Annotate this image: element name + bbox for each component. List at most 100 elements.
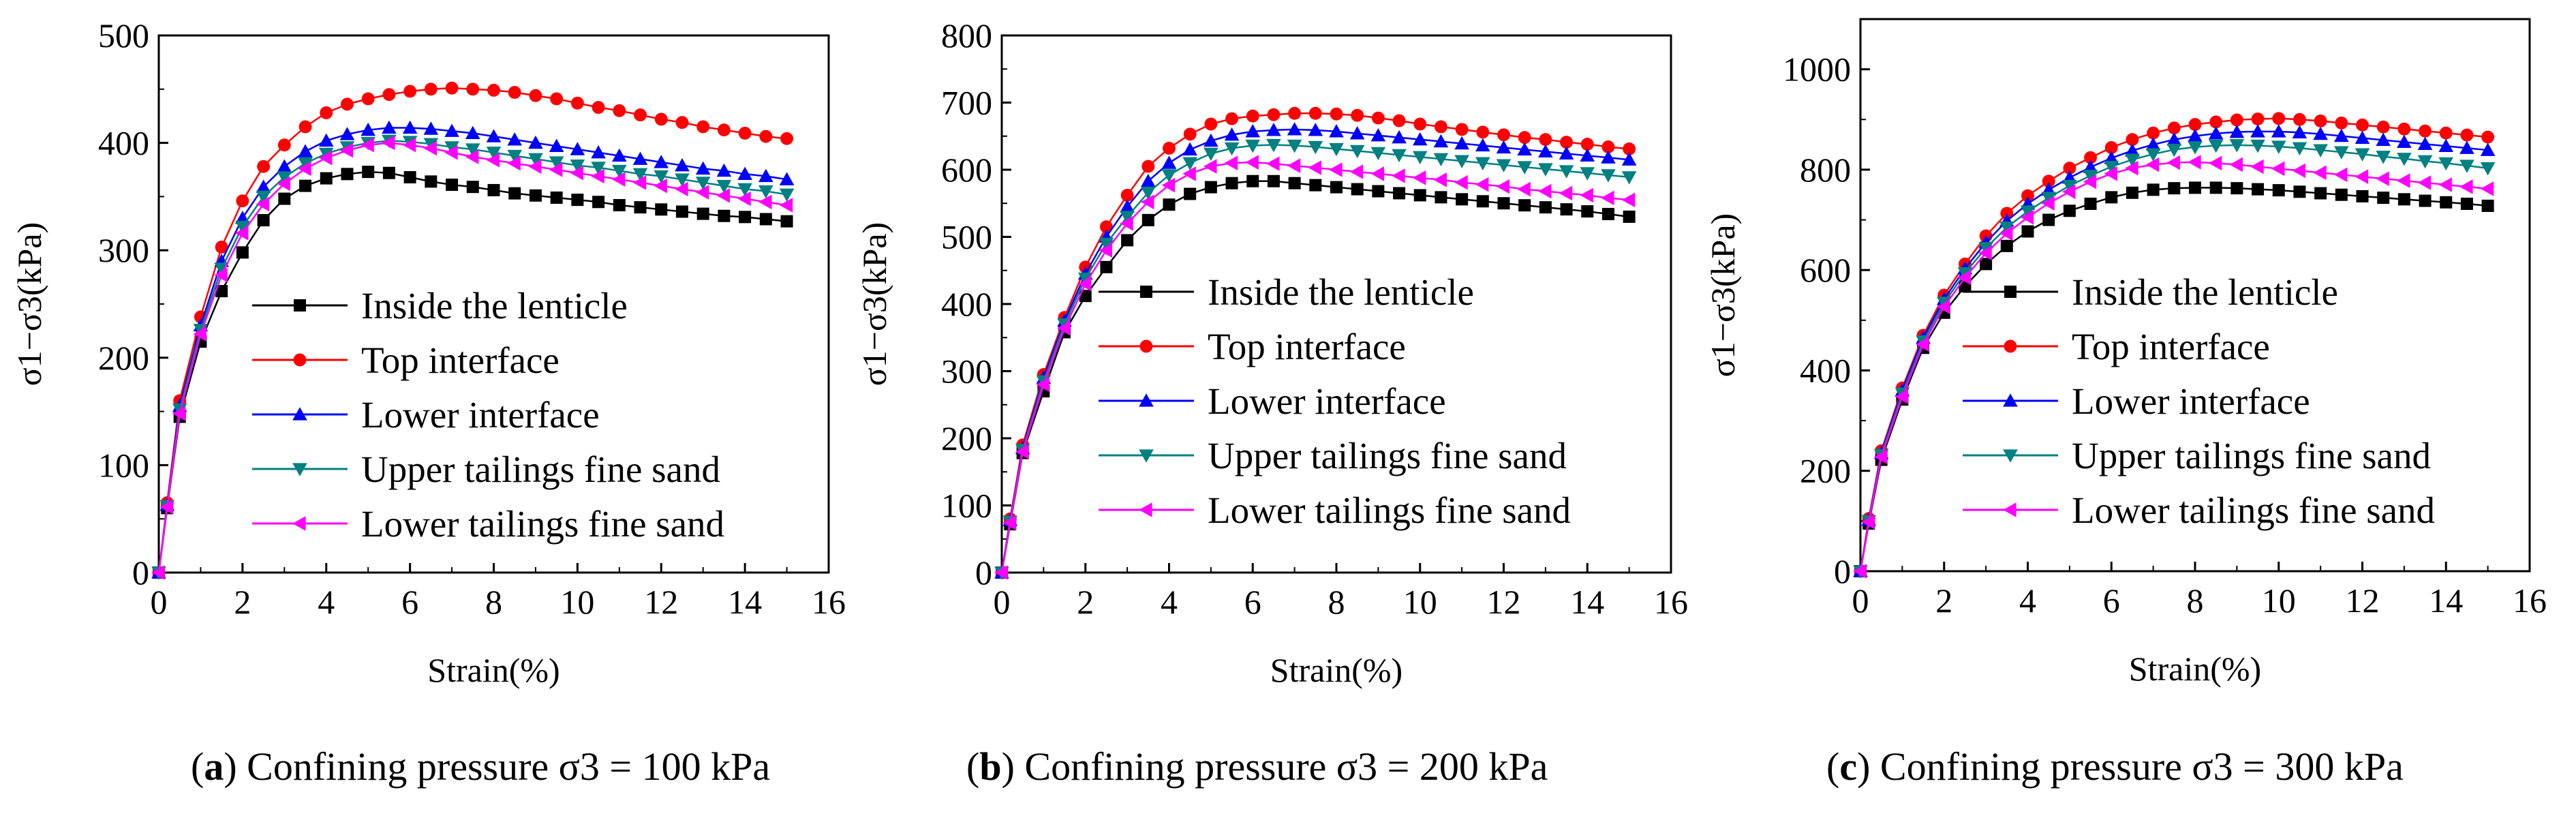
y-tick-label-c-5: 1000 — [1783, 50, 1851, 89]
data-point-a-1-26 — [675, 116, 689, 130]
data-point-c-3-24 — [2334, 146, 2349, 160]
data-point-a-1-12 — [382, 88, 396, 102]
data-point-c-2-29 — [2438, 138, 2454, 152]
legend-label-a-3: Upper tailings fine sand — [361, 449, 720, 490]
data-point-b-4-10 — [1182, 166, 1196, 181]
data-point-c-1-16 — [2167, 121, 2181, 135]
data-point-c-1-18 — [2209, 115, 2223, 129]
x-tick-label-b-8: 16 — [1654, 583, 1688, 621]
data-point-a-4-3 — [193, 327, 207, 341]
data-point-c-4-18 — [2208, 155, 2222, 171]
data-point-c-4-14 — [2125, 160, 2138, 176]
x-tick-label-b-3: 6 — [1244, 583, 1261, 621]
data-point-a-4-14 — [423, 140, 437, 156]
data-point-a-4-17 — [486, 153, 500, 168]
data-point-a-0-23 — [613, 199, 626, 212]
data-point-c-1-27 — [2397, 122, 2411, 136]
data-point-b-0-14 — [1267, 174, 1280, 187]
caption-b: (b) Confining pressure σ3 = 200 kPa — [966, 744, 1548, 789]
data-point-b-1-11 — [1204, 117, 1218, 131]
data-point-c-2-24 — [2334, 128, 2349, 142]
legend-a: Inside the lenticle Top interface Lower in… — [252, 285, 724, 545]
data-point-a-1-22 — [592, 101, 605, 115]
data-point-a-0-28 — [718, 209, 731, 222]
data-point-b-1-10 — [1183, 127, 1197, 141]
data-point-a-2-15 — [444, 123, 459, 137]
data-point-c-3-10 — [2041, 192, 2056, 205]
data-point-a-1-21 — [570, 96, 584, 110]
data-point-c-1-22 — [2293, 112, 2306, 126]
data-point-a-0-9 — [320, 172, 333, 185]
data-point-a-0-6 — [257, 214, 270, 227]
data-point-c-1-11 — [2063, 162, 2076, 175]
data-point-b-4-29 — [1580, 187, 1593, 203]
x-tick-label-b-1: 2 — [1077, 583, 1094, 621]
data-point-a-4-28 — [716, 188, 731, 203]
data-point-a-1-25 — [654, 112, 668, 126]
data-point-b-4-20 — [1392, 168, 1405, 183]
x-tick-label-a-2: 4 — [318, 583, 335, 621]
data-point-c-2-26 — [2376, 132, 2391, 147]
data-point-b-1-12 — [1225, 112, 1239, 125]
data-point-a-4-5 — [235, 226, 249, 241]
data-point-c-0-7 — [1980, 258, 1993, 271]
data-point-b-0-15 — [1288, 177, 1301, 189]
data-point-a-4-6 — [256, 196, 270, 212]
data-point-c-4-3 — [1895, 389, 1909, 404]
data-point-c-1-28 — [2419, 124, 2432, 138]
data-point-a-3-19 — [528, 153, 543, 167]
data-point-c-0-12 — [2084, 197, 2097, 210]
data-point-b-3-23 — [1454, 155, 1469, 168]
data-point-a-2-16 — [465, 125, 480, 140]
data-point-a-1-15 — [445, 81, 459, 95]
data-point-a-0-12 — [382, 166, 395, 179]
data-point-b-1-7 — [1120, 188, 1134, 202]
x-axis-label-b: Strain(%) — [1270, 651, 1402, 689]
data-point-c-4-19 — [2229, 157, 2243, 172]
data-point-a-4-9 — [318, 150, 333, 166]
y-tick-label-a-1: 100 — [98, 446, 149, 484]
data-point-b-1-29 — [1580, 138, 1594, 151]
y-axis-label-c: σ1−σ3(kPa) — [1704, 213, 1742, 377]
data-point-a-1-17 — [487, 83, 500, 97]
data-point-b-0-22 — [1435, 191, 1447, 204]
data-point-b-1-24 — [1476, 125, 1490, 139]
data-point-b-1-19 — [1371, 111, 1385, 125]
data-point-c-1-26 — [2376, 120, 2390, 134]
data-point-b-2-16 — [1308, 123, 1323, 136]
data-point-a-4-26 — [675, 181, 688, 197]
data-point-a-4-15 — [444, 145, 458, 160]
data-point-a-4-23 — [612, 172, 626, 187]
legend-label-a-4: Lower tailings fine sand — [361, 503, 724, 545]
x-tick-label-b-4: 8 — [1328, 583, 1345, 621]
data-point-b-0-21 — [1413, 189, 1426, 202]
data-point-c-2-15 — [2145, 137, 2161, 151]
legend-label-c-4: Lower tailings fine sand — [2072, 489, 2435, 531]
legend-marker-a-1 — [293, 353, 307, 367]
x-tick-label-c-6: 12 — [2346, 581, 2380, 620]
legend-marker-b-4 — [1139, 502, 1152, 517]
data-point-c-0-23 — [2314, 187, 2327, 200]
y-tick-label-b-2: 200 — [941, 419, 992, 457]
data-point-c-1-19 — [2230, 113, 2243, 127]
data-point-a-0-14 — [425, 175, 438, 188]
data-point-c-3-30 — [2459, 160, 2474, 173]
data-point-b-3-31 — [1621, 171, 1637, 185]
data-point-b-2-24 — [1475, 138, 1490, 152]
data-point-c-2-22 — [2292, 125, 2307, 139]
data-point-a-1-31 — [780, 132, 794, 145]
data-point-c-3-28 — [2417, 155, 2433, 169]
data-point-a-0-4 — [215, 285, 228, 298]
data-point-c-2-27 — [2397, 134, 2412, 149]
data-point-b-2-22 — [1433, 134, 1449, 148]
data-point-b-2-30 — [1601, 150, 1616, 164]
data-point-c-2-21 — [2271, 124, 2286, 138]
data-point-b-3-6 — [1099, 237, 1114, 252]
data-point-c-3-27 — [2397, 153, 2412, 166]
data-point-b-2-28 — [1559, 146, 1574, 160]
data-point-a-2-22 — [591, 145, 606, 159]
data-point-b-2-25 — [1496, 140, 1512, 154]
data-point-a-1-27 — [696, 120, 710, 134]
data-point-c-1-24 — [2335, 116, 2348, 130]
data-point-b-3-17 — [1329, 142, 1344, 157]
